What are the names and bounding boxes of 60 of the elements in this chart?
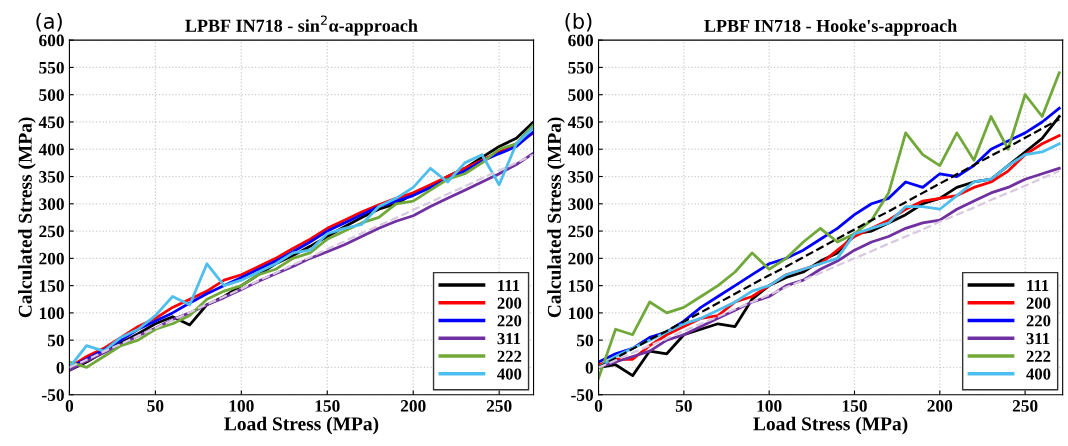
y-tick-label: 500	[39, 89, 64, 101]
y-tick-label: 0	[585, 361, 594, 374]
legend-label: 111	[1027, 279, 1049, 291]
x-axis-title: Load Stress (MPa)	[753, 416, 908, 435]
chart-title: LPBF IN718 - sin$^{2}$α-approach	[185, 15, 418, 36]
x-tick-label: 100	[229, 400, 254, 412]
y-tick-label: 600	[39, 34, 64, 47]
legend-label: 200	[1026, 297, 1051, 309]
y-tick-label: 100	[569, 307, 594, 320]
x-tick-label: 0	[65, 400, 74, 412]
y-axis-title: Calculated Stress (MPa)	[547, 117, 565, 318]
x-tick-label: 250	[486, 400, 512, 412]
y-tick-label: 400	[38, 143, 64, 156]
x-tick-label: 200	[927, 400, 953, 412]
x-tick-label: 50	[675, 400, 692, 412]
x-tick-label: 0	[594, 400, 603, 412]
y-tick-label: 350	[39, 170, 64, 183]
y-tick-label: 200	[39, 252, 64, 265]
legend-label: 220	[497, 315, 522, 327]
y-tick-label: 600	[568, 34, 594, 47]
y-tick-label: 450	[38, 116, 64, 129]
legend-label: 222	[497, 350, 522, 362]
text: (a)	[36, 12, 62, 32]
chart-title: LPBF IN718 - Hooke's-approach	[704, 19, 957, 36]
y-tick-label: -50	[42, 389, 64, 401]
y-tick-label: 0	[56, 361, 64, 374]
y-axis-title: Calculated Stress (MPa)	[18, 117, 36, 318]
y-tick-label: -50	[571, 389, 594, 401]
x-tick-label: 250	[1012, 400, 1038, 412]
legend-label: 400	[497, 368, 522, 380]
legend-label: 222	[1026, 350, 1051, 362]
y-tick-label: 400	[567, 143, 594, 156]
legend-label: 311	[1026, 333, 1050, 345]
y-tick-label: 300	[568, 198, 594, 210]
x-tick-label: 150	[842, 400, 867, 412]
y-tick-label: 500	[568, 89, 594, 101]
y-tick-label: 150	[569, 280, 594, 292]
legend-label: 400	[1026, 368, 1051, 380]
text: (b)	[565, 12, 592, 32]
legend-label: 311	[497, 333, 521, 345]
x-tick-label: 150	[315, 400, 340, 412]
legend-label: 200	[497, 297, 522, 309]
y-tick-label: 300	[39, 198, 64, 210]
y-tick-label: 550	[568, 61, 594, 74]
y-tick-label: 450	[567, 116, 594, 129]
x-axis-title: Load Stress (MPa)	[224, 416, 379, 435]
y-tick-label: 200	[568, 252, 594, 265]
x-tick-label: 200	[400, 400, 426, 412]
legend-label: 111	[498, 279, 520, 291]
legend-label: 220	[1026, 315, 1051, 327]
x-tick-label: 100	[757, 400, 782, 412]
x-tick-label: 50	[147, 400, 164, 412]
y-tick-label: 250	[39, 225, 64, 238]
y-tick-label: 100	[39, 307, 64, 320]
y-tick-label: 50	[577, 334, 594, 347]
y-tick-label: 250	[568, 225, 594, 238]
y-tick-label: 550	[39, 61, 64, 74]
y-tick-label: 350	[568, 170, 594, 183]
y-tick-label: 50	[47, 334, 64, 347]
y-tick-label: 150	[39, 280, 64, 292]
